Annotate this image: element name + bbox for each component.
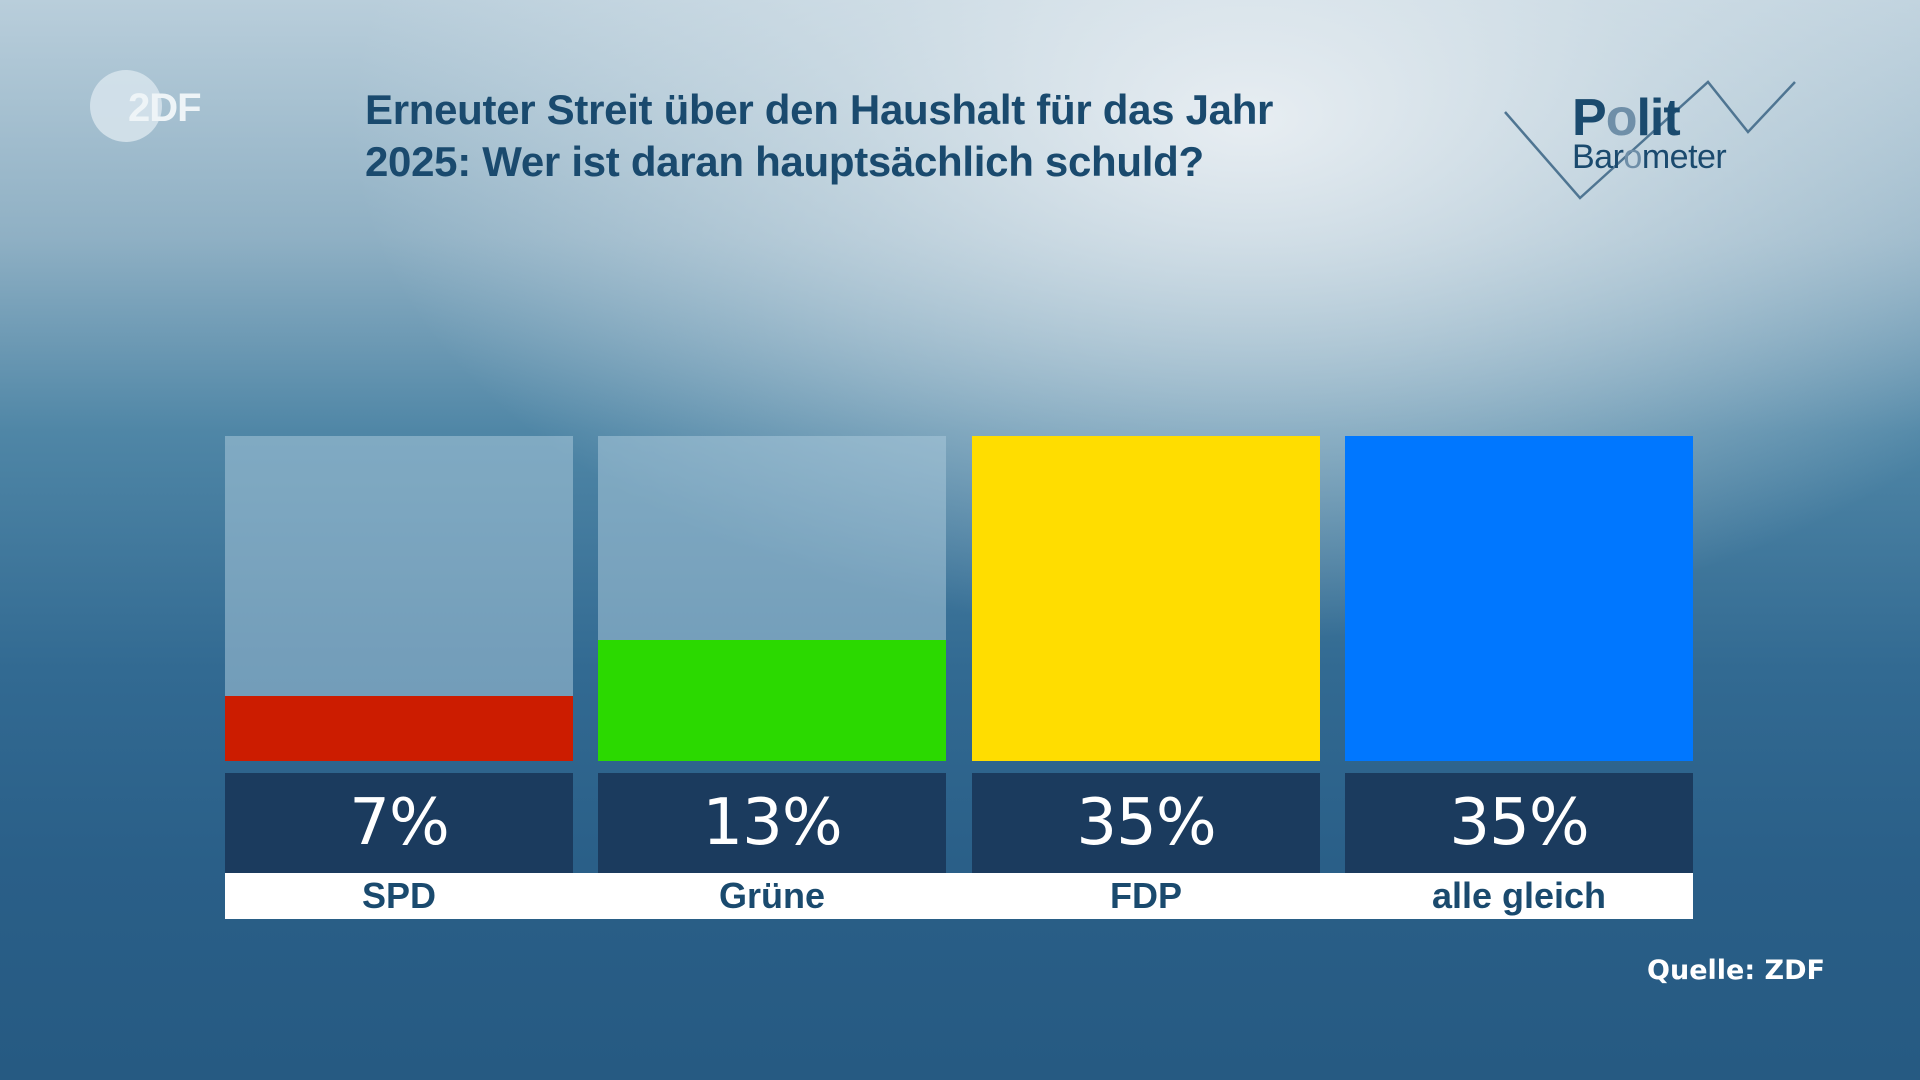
source-label: Quelle: ZDF bbox=[1647, 955, 1825, 986]
zdf-logo-circle bbox=[90, 70, 162, 142]
chart-title: Erneuter Streit über den Haushalt für da… bbox=[365, 84, 1425, 188]
category-label-box: alle gleich bbox=[1345, 873, 1693, 919]
data-label: 35% bbox=[1449, 786, 1589, 860]
politbarometer-polit-text: Polit bbox=[1572, 88, 1681, 148]
bar-track bbox=[972, 436, 1320, 761]
data-label: 35% bbox=[1076, 786, 1216, 860]
value-box: 35% bbox=[972, 773, 1320, 873]
bar bbox=[972, 436, 1320, 761]
category-label-box: FDP bbox=[972, 873, 1320, 919]
tick-label: Grüne bbox=[718, 875, 825, 916]
category-label-box: Grüne bbox=[598, 873, 946, 919]
polit-o: o bbox=[1605, 89, 1638, 147]
baro-o: o bbox=[1623, 138, 1642, 176]
tick-label: FDP bbox=[1110, 875, 1182, 916]
zdf-logo-text: 2DF bbox=[128, 86, 202, 130]
politbarometer-zigzag-icon bbox=[1504, 80, 1796, 200]
tick-label: alle gleich bbox=[1431, 875, 1607, 916]
baro-meter: meter bbox=[1641, 138, 1727, 176]
bar bbox=[225, 696, 573, 761]
chart-title-line1: Erneuter Streit über den Haushalt für da… bbox=[365, 86, 1274, 133]
bar bbox=[598, 640, 946, 761]
data-label: 7% bbox=[349, 786, 450, 860]
chart-title-line2: 2025: Wer ist daran hauptsächlich schuld… bbox=[365, 138, 1204, 185]
bar-track bbox=[225, 436, 573, 761]
data-label: 13% bbox=[702, 786, 842, 860]
value-box: 13% bbox=[598, 773, 946, 873]
bar bbox=[1345, 436, 1693, 761]
value-box: 7% bbox=[225, 773, 573, 873]
polit-lit: lit bbox=[1636, 89, 1680, 147]
politbarometer-barometer-text: Barometer bbox=[1572, 138, 1727, 177]
bar-track bbox=[1345, 436, 1693, 761]
value-box: 35% bbox=[1345, 773, 1693, 873]
politbarometer-logo: Polit Barometer bbox=[1500, 70, 1800, 210]
baro-bar: Bar bbox=[1572, 138, 1624, 176]
zdf-logo: 2DF bbox=[90, 68, 220, 148]
category-label-box: SPD bbox=[225, 873, 573, 919]
polit-p: P bbox=[1572, 89, 1607, 147]
tick-label: SPD bbox=[361, 875, 437, 916]
bar-track bbox=[598, 436, 946, 761]
